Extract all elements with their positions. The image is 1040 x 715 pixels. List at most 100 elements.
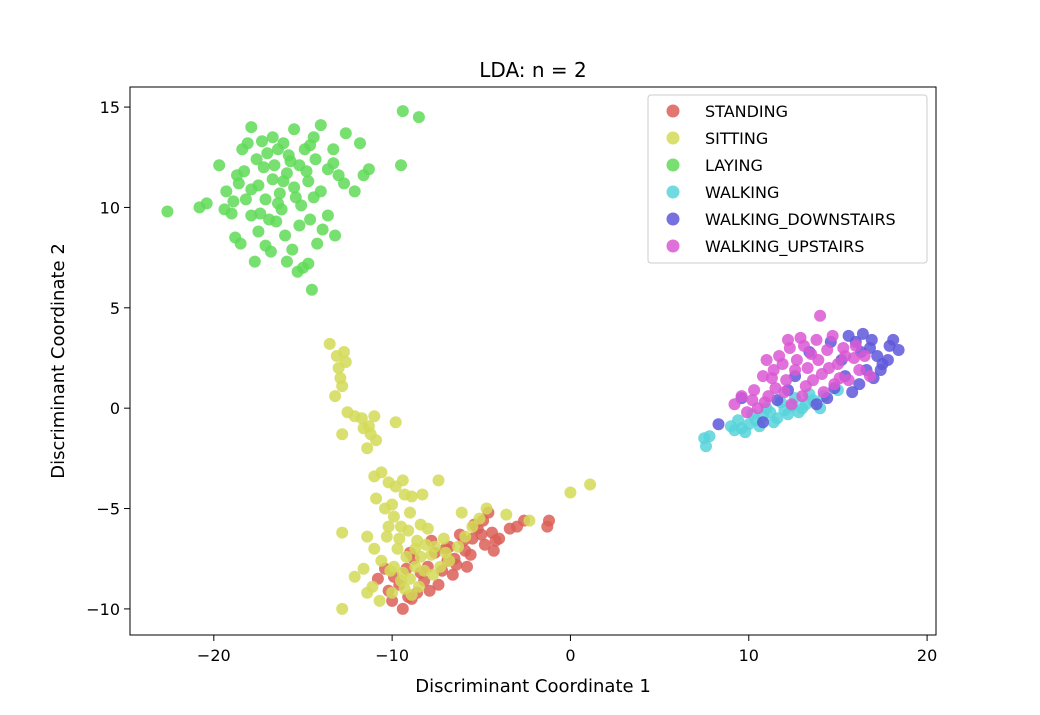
scatter-point bbox=[887, 333, 900, 346]
scatter-point bbox=[810, 398, 823, 411]
scatter-point bbox=[874, 364, 887, 376]
scatter-point bbox=[846, 386, 859, 399]
legend-label: WALKING_DOWNSTAIRS bbox=[705, 210, 896, 230]
legend-frame bbox=[647, 94, 928, 264]
y-axis: −10 −5 0 5 10 15 bbox=[86, 98, 130, 619]
scatter-point bbox=[264, 245, 277, 258]
scatter-point bbox=[245, 183, 258, 196]
scatter-point bbox=[389, 416, 402, 429]
scatter-point bbox=[421, 522, 434, 535]
scatter-point bbox=[810, 333, 823, 346]
scatter-point bbox=[336, 380, 349, 393]
scatter-point bbox=[881, 354, 894, 366]
legend-entry: WALKING bbox=[666, 183, 779, 202]
series-laying bbox=[161, 105, 425, 296]
scatter-point bbox=[261, 147, 274, 160]
scatter-point bbox=[416, 488, 429, 501]
scatter-point bbox=[380, 530, 393, 543]
scatter-point bbox=[302, 175, 315, 188]
scatter-point bbox=[329, 229, 342, 242]
scatter-point bbox=[765, 372, 778, 385]
y-axis-label: Discriminant Coordinate 2 bbox=[48, 243, 69, 479]
scatter-point bbox=[728, 398, 741, 411]
scatter-point bbox=[432, 474, 445, 487]
scatter-point bbox=[200, 197, 213, 210]
scatter-point bbox=[357, 562, 370, 575]
scatter-point bbox=[853, 378, 866, 391]
scatter-point bbox=[375, 554, 388, 567]
scatter-point bbox=[387, 560, 400, 573]
y-tick-label: 15 bbox=[100, 98, 120, 117]
scatter-point bbox=[357, 169, 370, 182]
chart-title: LDA: n = 2 bbox=[479, 58, 587, 82]
scatter-point bbox=[427, 568, 440, 581]
x-tick-label: −10 bbox=[375, 646, 409, 665]
scatter-point bbox=[361, 442, 374, 455]
scatter-point bbox=[812, 354, 825, 366]
scatter-point bbox=[396, 602, 409, 615]
scatter-point bbox=[758, 396, 771, 409]
scatter-point bbox=[227, 195, 240, 208]
scatter-point bbox=[393, 532, 406, 545]
scatter-point bbox=[478, 538, 491, 551]
scatter-point bbox=[739, 426, 752, 439]
scatter-point bbox=[412, 580, 425, 593]
x-axis-label: Discriminant Coordinate 1 bbox=[415, 676, 651, 697]
legend-label: WALKING bbox=[705, 183, 779, 202]
scatter-point bbox=[370, 492, 383, 505]
y-tick-label: 10 bbox=[100, 198, 120, 217]
scatter-point bbox=[361, 586, 374, 599]
scatter-point bbox=[466, 520, 479, 533]
scatter-point bbox=[798, 339, 810, 352]
scatter-point bbox=[480, 502, 493, 515]
scatter-point bbox=[735, 390, 748, 403]
scatter-point bbox=[339, 356, 352, 368]
scatter-point bbox=[316, 223, 329, 236]
y-tick-label: −10 bbox=[86, 600, 120, 619]
scatter-point bbox=[307, 131, 320, 144]
scatter-point bbox=[213, 159, 226, 172]
scatter-point bbox=[245, 121, 258, 134]
scatter-point bbox=[238, 165, 251, 178]
y-tick-label: −5 bbox=[96, 500, 120, 519]
scatter-point bbox=[368, 410, 381, 423]
scatter-point bbox=[248, 255, 261, 268]
scatter-point bbox=[789, 364, 802, 376]
y-tick-label: 5 bbox=[110, 299, 120, 318]
scatter-point bbox=[826, 329, 839, 342]
scatter-point bbox=[864, 370, 876, 383]
legend-marker bbox=[666, 158, 680, 172]
legend: STANDING SITTING LAYING WALKING WALKING_DOWN… bbox=[647, 94, 928, 264]
legend-entry: SITTING bbox=[666, 129, 768, 148]
scatter-point bbox=[769, 382, 782, 395]
scatter-point bbox=[277, 137, 290, 150]
scatter-point bbox=[321, 209, 334, 222]
scatter-point bbox=[741, 406, 753, 419]
scatter-point bbox=[523, 514, 536, 527]
series-standing bbox=[371, 506, 555, 615]
scatter-point bbox=[257, 161, 270, 174]
scatter-point bbox=[302, 257, 315, 270]
scatter-point bbox=[856, 327, 869, 340]
scatter-point bbox=[161, 205, 174, 218]
scatter-point bbox=[400, 550, 413, 563]
scatter-point bbox=[584, 478, 597, 491]
scatter-point bbox=[280, 255, 293, 268]
scatter-point bbox=[323, 337, 336, 350]
scatter-point bbox=[405, 588, 418, 601]
scatter-point bbox=[564, 486, 577, 499]
x-axis: −20 −10 0 10 20 bbox=[197, 635, 937, 665]
scatter-point bbox=[288, 181, 301, 194]
scatter-point bbox=[767, 416, 780, 429]
scatter-point bbox=[541, 520, 554, 533]
scatter-point bbox=[461, 560, 473, 573]
scatter-point bbox=[289, 191, 302, 204]
scatter-point bbox=[361, 530, 374, 543]
scatter-point bbox=[439, 546, 452, 559]
scatter-point bbox=[348, 185, 361, 198]
scatter-point bbox=[339, 127, 352, 140]
scatter-point bbox=[437, 532, 450, 545]
scatter-point bbox=[489, 534, 502, 547]
legend-entry: STANDING bbox=[666, 102, 788, 121]
scatter-point bbox=[234, 237, 247, 250]
